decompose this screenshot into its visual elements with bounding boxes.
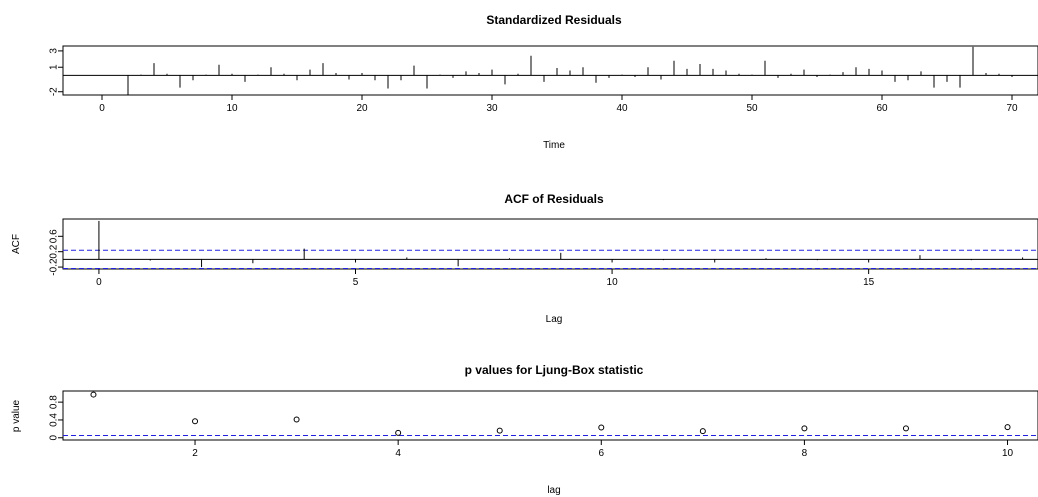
residuals-x-axis: 0 10 20 30 40 50 60 70 xyxy=(99,95,1018,114)
residuals-y-axis: -2 1 3 xyxy=(49,48,63,96)
x-tick-label: 10 xyxy=(226,103,238,114)
y-tick-label: -0.2 xyxy=(49,258,60,276)
residuals-title: Standardized Residuals xyxy=(486,13,622,27)
x-tick-label: 0 xyxy=(96,277,102,288)
acf-x-label: Lag xyxy=(546,314,563,325)
residuals-x-label: Time xyxy=(543,140,565,151)
y-tick-label: 3 xyxy=(49,48,60,54)
p-value-point xyxy=(598,424,605,431)
ljung-box-y-label: p value xyxy=(11,399,22,432)
p-value-point xyxy=(801,425,808,432)
acf-y-axis: -0.20.20.6 xyxy=(49,229,63,276)
p-value-point xyxy=(293,416,300,423)
acf-x-axis: 0 5 10 15 xyxy=(96,269,875,288)
p-value-point xyxy=(902,425,909,432)
y-tick-label: -2 xyxy=(49,87,60,96)
x-tick-label: 2 xyxy=(192,448,198,459)
x-tick-label: 10 xyxy=(607,277,619,288)
x-tick-label: 70 xyxy=(1006,103,1018,114)
acf-panel: ACF of Residuals 0 5 10 15 -0.20.20.6 Lag A… xyxy=(11,192,1038,325)
p-value-point xyxy=(1004,424,1011,431)
y-tick-label: 1 xyxy=(49,64,60,70)
x-tick-label: 0 xyxy=(99,103,105,114)
p-value-point xyxy=(90,391,97,398)
ljung-box-panel: p values for Ljung-Box statistic 2 4 6 8 10 … xyxy=(11,363,1038,496)
x-tick-label: 8 xyxy=(802,448,808,459)
ljung-box-x-label: lag xyxy=(547,485,560,496)
x-tick-label: 5 xyxy=(353,277,359,288)
y-tick-label: 0.2 xyxy=(49,244,60,258)
ljung-box-plot-frame xyxy=(62,390,1038,441)
residuals-panel: Standardized Residuals 0 10 20 30 40 50 60 70 -… xyxy=(49,13,1038,151)
y-tick-label: 0 xyxy=(49,435,60,441)
x-tick-label: 60 xyxy=(876,103,888,114)
p-value-point xyxy=(395,429,402,436)
p-value-point xyxy=(192,418,199,425)
x-tick-label: 20 xyxy=(356,103,368,114)
acf-marks xyxy=(63,220,1038,269)
x-tick-label: 15 xyxy=(863,277,875,288)
residuals-marks xyxy=(63,46,1038,95)
x-tick-label: 6 xyxy=(599,448,605,459)
y-tick-label: 0.4 xyxy=(49,413,60,427)
ljung-box-x-axis: 2 4 6 8 10 xyxy=(192,440,1014,459)
p-value-point xyxy=(699,428,706,435)
p-value-point xyxy=(496,427,503,434)
x-tick-label: 30 xyxy=(486,103,498,114)
y-tick-label: 0.8 xyxy=(49,395,60,409)
x-tick-label: 40 xyxy=(616,103,628,114)
ljung-box-y-axis: 0 0.4 0.8 xyxy=(49,395,63,441)
ljung-box-marks xyxy=(63,391,1038,437)
acf-plot-frame xyxy=(62,218,1038,270)
residuals-plot-frame xyxy=(62,45,1038,96)
x-tick-label: 50 xyxy=(746,103,758,114)
acf-title: ACF of Residuals xyxy=(504,192,604,206)
x-tick-label: 4 xyxy=(395,448,401,459)
x-tick-label: 10 xyxy=(1002,448,1014,459)
ljung-box-title: p values for Ljung-Box statistic xyxy=(465,363,644,377)
y-tick-label: 0.6 xyxy=(49,229,60,243)
acf-y-label: ACF xyxy=(11,234,22,254)
